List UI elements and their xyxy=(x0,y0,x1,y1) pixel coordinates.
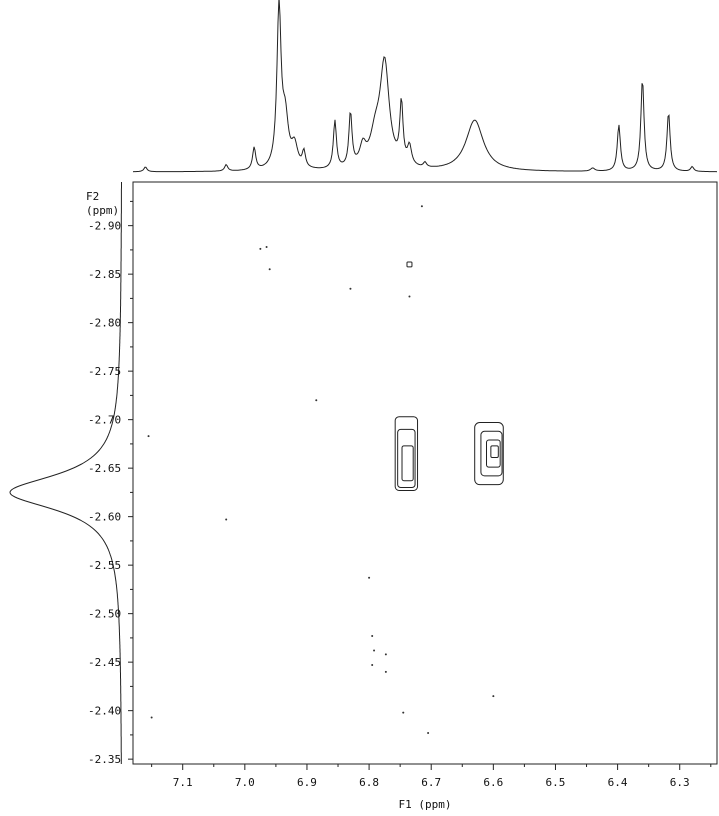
x-tick-label: 6.8 xyxy=(359,776,379,789)
y-tick-label: -2.80 xyxy=(88,317,121,330)
x-tick-label: 6.9 xyxy=(297,776,317,789)
y-tick-label: -2.45 xyxy=(88,656,121,669)
x-tick-label: 6.4 xyxy=(608,776,628,789)
y-tick-label: -2.50 xyxy=(88,608,121,621)
y-tick-label: -2.70 xyxy=(88,414,121,427)
noise-dot xyxy=(384,670,387,673)
noise-dot xyxy=(265,245,268,248)
plot-frame xyxy=(132,181,718,765)
x-tick-label: 6.3 xyxy=(670,776,690,789)
contour-line xyxy=(486,439,501,468)
left-projection-trace xyxy=(9,182,122,764)
noise-dot xyxy=(492,695,495,698)
y-tick-label: -2.85 xyxy=(88,268,121,281)
left-projection-spectrum xyxy=(9,182,122,764)
contour-line xyxy=(480,430,503,477)
x-tick-label: 6.5 xyxy=(546,776,566,789)
y-axis-label-line1: F2 xyxy=(86,190,99,203)
y-tick-label: -2.40 xyxy=(88,705,121,718)
noise-dot xyxy=(371,634,374,637)
x-tick-label: 7.0 xyxy=(235,776,255,789)
noise-dot xyxy=(402,711,405,714)
contour-line xyxy=(394,416,419,491)
y-tick-label: -2.90 xyxy=(88,220,121,233)
noise-dot xyxy=(315,399,318,402)
y-tick-label: -2.60 xyxy=(88,511,121,524)
x-axis-label: F1 (ppm) xyxy=(399,798,452,811)
contour-line xyxy=(397,428,416,489)
noise-dot xyxy=(420,205,423,208)
x-tick-label: 6.6 xyxy=(483,776,503,789)
noise-dot xyxy=(368,576,371,579)
contour-line xyxy=(406,261,413,268)
noise-dot xyxy=(150,716,153,719)
top-projection-trace xyxy=(132,0,718,173)
noise-dot xyxy=(259,247,262,250)
noise-dot xyxy=(371,664,374,667)
noise-dots xyxy=(147,205,495,734)
noise-dot xyxy=(373,649,376,652)
noise-dot xyxy=(427,731,430,734)
contour-line xyxy=(490,445,499,458)
noise-dot xyxy=(268,268,271,271)
noise-dot xyxy=(147,435,150,438)
contour-line xyxy=(474,422,504,486)
noise-dot xyxy=(225,518,228,521)
noise-dot xyxy=(384,653,387,656)
x-tick-label: 6.7 xyxy=(421,776,441,789)
contour-peaks xyxy=(394,261,504,491)
y-tick-label: -2.75 xyxy=(88,365,121,378)
noise-dot xyxy=(349,287,352,290)
y-axis-label-line2: (ppm) xyxy=(86,204,119,217)
x-axis-ticks: 7.1 7.0 6.9 6.8 6.7 6.6 6.5 6.4 6.3 xyxy=(151,764,712,789)
x-tick-label: 7.1 xyxy=(173,776,193,789)
y-tick-label: -2.35 xyxy=(88,753,121,766)
top-projection-spectrum xyxy=(132,0,718,173)
noise-dot xyxy=(408,295,411,298)
contour-line xyxy=(401,445,414,482)
y-tick-label: -2.65 xyxy=(88,462,121,475)
y-tick-label: -2.55 xyxy=(88,559,121,572)
y-axis-ticks: -2.90 -2.85 -2.80 -2.75 -2.70 -2.65 -2.60 -2.55… xyxy=(88,200,133,766)
